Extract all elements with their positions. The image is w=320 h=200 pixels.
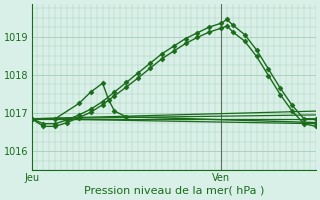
X-axis label: Pression niveau de la mer( hPa ): Pression niveau de la mer( hPa ) bbox=[84, 186, 264, 196]
